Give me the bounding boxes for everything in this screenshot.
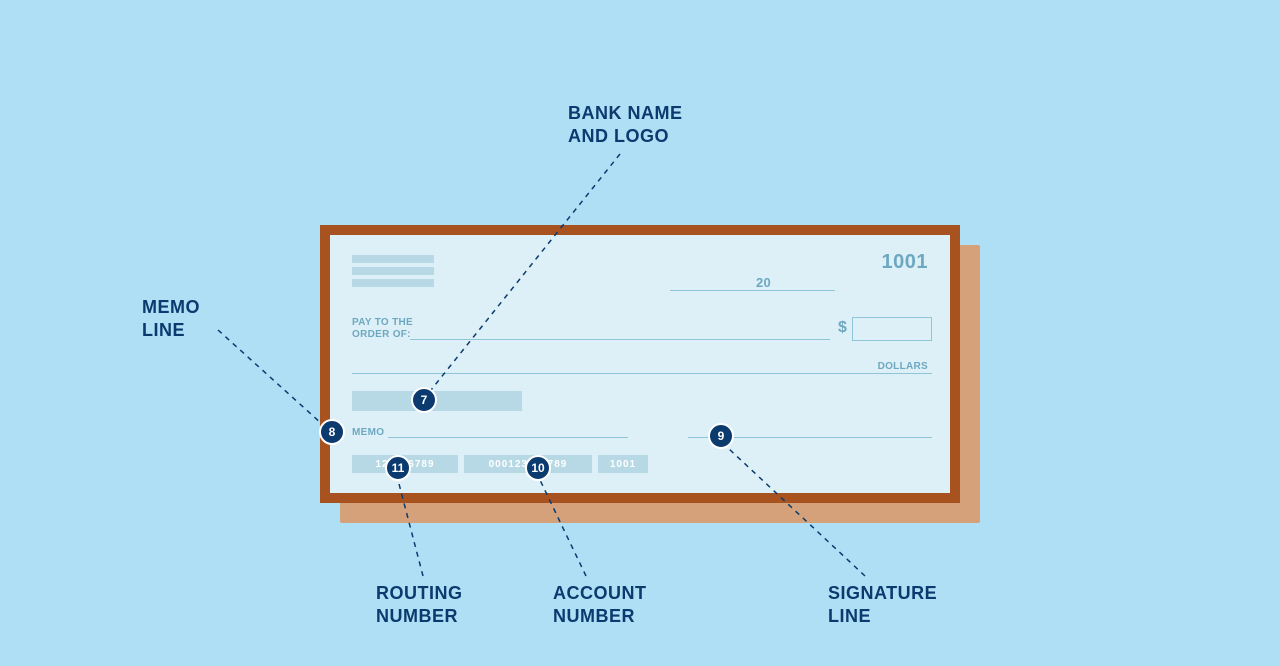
memo-line [388, 437, 628, 438]
callout-memo-line1: MEMO [142, 296, 200, 319]
callout-bank-line1: BANK NAME [568, 102, 683, 125]
pay-to-label-2: ORDER OF: [352, 329, 411, 340]
callout-routing-line2: NUMBER [376, 605, 463, 628]
pay-to-label-1: PAY TO THE [352, 317, 413, 328]
name-line-1 [352, 255, 434, 263]
callout-memo-line2: LINE [142, 319, 200, 342]
amount-words-line [352, 373, 932, 374]
marker-10-num: 10 [531, 461, 544, 475]
amount-box [852, 317, 932, 341]
dollar-sign: $ [838, 319, 847, 337]
payee-line [410, 339, 830, 340]
callout-bank-name: BANK NAME AND LOGO [568, 102, 683, 147]
marker-11-num: 11 [392, 461, 405, 475]
callout-bank-line2: AND LOGO [568, 125, 683, 148]
micr-checknum: 1001 [598, 455, 648, 473]
marker-7: 7 [411, 387, 437, 413]
callout-account-line2: NUMBER [553, 605, 647, 628]
date-line [670, 290, 835, 291]
marker-9: 9 [708, 423, 734, 449]
check-number: 1001 [882, 251, 929, 274]
marker-9-num: 9 [718, 429, 725, 443]
dollars-label: DOLLARS [878, 361, 928, 372]
marker-8-num: 8 [329, 425, 336, 439]
callout-routing-number: ROUTING NUMBER [376, 582, 463, 627]
callout-memo-line: MEMO LINE [142, 296, 200, 341]
date-century-prefix: 20 [756, 275, 771, 290]
check-frame: 1001 20 PAY TO THE ORDER OF: $ DOLLARS M… [320, 225, 960, 503]
callout-account-line1: ACCOUNT [553, 582, 647, 605]
marker-10: 10 [525, 455, 551, 481]
name-line-2 [352, 267, 434, 275]
diagram-canvas: 1001 20 PAY TO THE ORDER OF: $ DOLLARS M… [0, 0, 1280, 666]
marker-11: 11 [385, 455, 411, 481]
callout-signature-line1: SIGNATURE [828, 582, 937, 605]
callout-signature-line2: LINE [828, 605, 937, 628]
callout-signature-line: SIGNATURE LINE [828, 582, 937, 627]
bank-logo-placeholder [352, 391, 522, 411]
memo-label: MEMO [352, 427, 384, 438]
name-line-3 [352, 279, 434, 287]
marker-7-num: 7 [421, 393, 428, 407]
check-body: 1001 20 PAY TO THE ORDER OF: $ DOLLARS M… [330, 235, 950, 493]
callout-routing-line1: ROUTING [376, 582, 463, 605]
callout-account-number: ACCOUNT NUMBER [553, 582, 647, 627]
marker-8: 8 [319, 419, 345, 445]
